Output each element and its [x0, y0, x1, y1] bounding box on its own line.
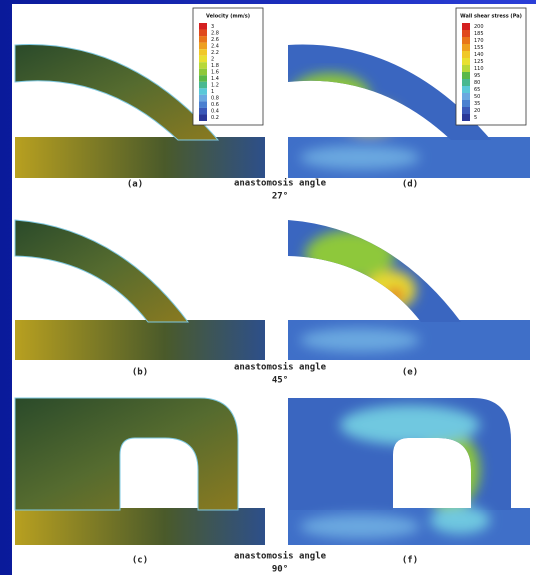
- legend-label: 140: [474, 52, 484, 58]
- legend-swatch: [462, 30, 470, 37]
- legend-swatch: [199, 36, 207, 43]
- legend-swatch: [199, 23, 207, 30]
- caption: anastomosis angle: [234, 178, 327, 189]
- legend-label: 50: [474, 94, 480, 100]
- legend-label: 2.6: [211, 37, 219, 43]
- caption-angle: 27°: [272, 192, 288, 202]
- legend-swatch: [199, 95, 207, 102]
- legend-label: 2: [211, 56, 214, 62]
- caption: anastomosis angle: [234, 551, 327, 562]
- legend-label: 35: [474, 101, 480, 107]
- legend-swatch: [462, 107, 470, 114]
- legend-swatch: [199, 75, 207, 82]
- stress-blob: [430, 506, 490, 534]
- legend-label: 5: [474, 115, 477, 121]
- legend-swatch: [199, 49, 207, 56]
- legend-swatch: [462, 65, 470, 72]
- panel-label: (a): [127, 180, 143, 190]
- legend-label: 0.4: [211, 109, 219, 115]
- panel-label: (b): [132, 368, 148, 378]
- legend-swatch: [462, 93, 470, 100]
- legend-swatch: [462, 37, 470, 44]
- legend-label: 0.2: [211, 115, 219, 121]
- legend-swatch: [462, 100, 470, 107]
- legend-swatch: [462, 23, 470, 30]
- legend-swatch: [462, 79, 470, 86]
- legend-swatch: [462, 58, 470, 65]
- legend-swatch: [462, 44, 470, 51]
- stress-blob: [300, 146, 420, 170]
- legend-label: 95: [474, 73, 480, 79]
- legend-swatch: [199, 114, 207, 121]
- legend-label: 1.4: [211, 76, 219, 82]
- legend-label: 2.2: [211, 50, 219, 56]
- caption: anastomosis angle: [234, 362, 327, 373]
- stress-blob: [300, 515, 420, 539]
- legend-label: 200: [474, 24, 484, 30]
- legend-label: 20: [474, 108, 480, 114]
- legend-label: 0.6: [211, 102, 219, 108]
- panel-label: (f): [402, 556, 418, 566]
- legend-label: 125: [474, 59, 484, 65]
- legend-swatch: [199, 43, 207, 50]
- legend-label: 185: [474, 31, 484, 37]
- legend-label: 2.4: [211, 43, 219, 49]
- legend-swatch: [199, 88, 207, 95]
- legend-label: 170: [474, 38, 484, 44]
- legend-label: 3: [211, 24, 214, 30]
- legend-swatch: [462, 86, 470, 93]
- legend-swatch: [462, 51, 470, 58]
- legend-swatch: [199, 62, 207, 69]
- caption-angle: 45°: [272, 376, 288, 386]
- legend-swatch: [199, 69, 207, 76]
- legend-title: Wall shear stress (Pa): [460, 14, 522, 20]
- legend-label: 155: [474, 45, 484, 51]
- stress-blob: [300, 328, 420, 352]
- velocity-tube: [15, 137, 265, 178]
- legend-label: 2.8: [211, 30, 219, 36]
- legend-label: 1.2: [211, 83, 219, 89]
- legend-label: 1.6: [211, 70, 219, 76]
- legend-label: 0.8: [211, 96, 219, 102]
- figure: (a) (d) (b) (e) (c) (f) anastomosis angle 27° an…: [0, 0, 536, 575]
- legend-title: Velocity (mm/s): [206, 14, 250, 20]
- legend-swatch: [199, 82, 207, 89]
- velocity-tube: [15, 508, 265, 545]
- legend-swatch: [199, 30, 207, 37]
- panel-label: (d): [402, 180, 418, 190]
- legend-label: 1: [211, 89, 214, 95]
- legend-swatch: [462, 114, 470, 121]
- panel-label: (e): [402, 368, 418, 378]
- caption-angle: 90°: [272, 565, 288, 575]
- legend-swatch: [199, 101, 207, 108]
- legend-label: 65: [474, 87, 480, 93]
- legend-label: 80: [474, 80, 480, 86]
- legend-swatch: [199, 56, 207, 63]
- velocity-tube: [15, 320, 265, 360]
- legend-label: 110: [474, 66, 484, 72]
- legend-label: 1.8: [211, 63, 219, 69]
- panel-label: (c): [132, 556, 148, 566]
- legend-swatch: [462, 72, 470, 79]
- legend-swatch: [199, 108, 207, 115]
